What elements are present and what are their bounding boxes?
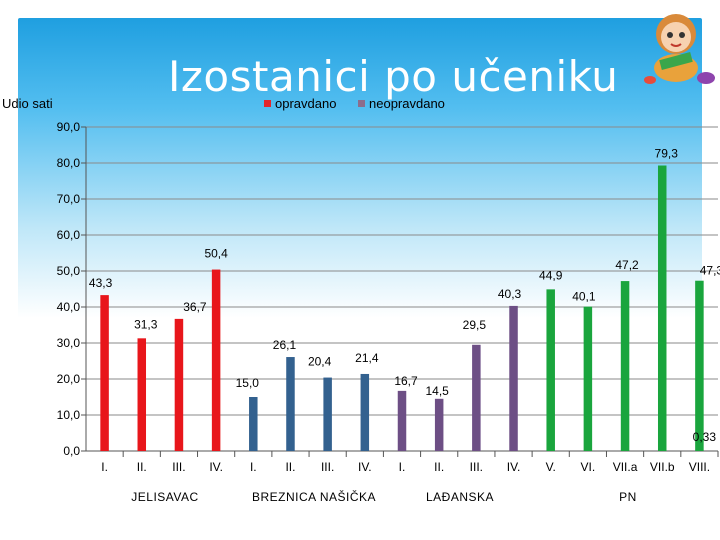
bar (174, 318, 184, 451)
data-label: 50,4 (204, 247, 228, 261)
legend-label: neopravdano (369, 96, 445, 111)
y-tick-label: 70,0 (57, 192, 81, 206)
data-label: 47,2 (615, 258, 639, 272)
y-tick-label: 80,0 (57, 156, 81, 170)
x-tick-label: III. (470, 460, 483, 474)
y-tick-label: 0,0 (63, 444, 80, 458)
data-label: 15,0 (236, 376, 260, 390)
y-tick-label: 60,0 (57, 228, 81, 242)
x-tick-label: I. (250, 460, 257, 474)
bar (323, 377, 332, 451)
y-tick-label: 30,0 (57, 336, 81, 350)
bar (286, 357, 295, 451)
bar (620, 281, 630, 451)
x-tick-label: III. (172, 460, 185, 474)
x-tick-label: V. (546, 460, 556, 474)
bar (472, 344, 481, 451)
bar (100, 295, 109, 451)
bar (583, 306, 593, 451)
group-label-jelisavac: JELISAVAC (131, 490, 199, 504)
data-label: 31,3 (134, 317, 158, 331)
x-tick-label: IV. (358, 460, 372, 474)
legend-item-neopravdano: neopravdano (358, 96, 445, 111)
data-label: 40,1 (572, 290, 596, 304)
data-label: 44,9 (539, 268, 563, 282)
x-tick-label: II. (434, 460, 444, 474)
x-tick-label: I. (101, 460, 108, 474)
data-label: 16,7 (394, 374, 418, 388)
group-label-pn: PN (619, 490, 637, 504)
x-tick-label: II. (137, 460, 147, 474)
y-tick-label: 20,0 (57, 372, 81, 386)
legend-swatch-icon (264, 100, 271, 107)
legend-swatch-icon (358, 100, 365, 107)
header-banner (18, 18, 702, 318)
bar (397, 390, 407, 451)
bar (249, 397, 258, 451)
x-tick-label: IV. (507, 460, 521, 474)
y-tick-label: 50,0 (57, 264, 81, 278)
y-tick-label: 10,0 (57, 408, 81, 422)
x-tick-label: II. (285, 460, 295, 474)
legend-label: opravdano (275, 96, 337, 111)
group-label-breznica: BREZNICA NAŠIČKA (251, 490, 377, 504)
x-tick-label: VI. (581, 460, 596, 474)
bar (657, 165, 667, 451)
data-label: 36,7 (183, 300, 207, 314)
data-label: 29,5 (463, 318, 487, 332)
x-tick-label: III. (321, 460, 334, 474)
bar (360, 373, 370, 451)
data-label: 21,4 (355, 351, 379, 365)
bar (434, 398, 444, 451)
data-label: 47,3 (700, 264, 720, 278)
y-axis-label: Udio sati (2, 96, 53, 111)
data-label: 79,3 (655, 147, 679, 161)
y-tick-label: 40,0 (57, 300, 81, 314)
bar (211, 269, 221, 451)
group-label-ladanska: LAĐANSKA (425, 490, 495, 504)
mascot-icon (634, 4, 720, 90)
x-tick-label: I. (399, 460, 406, 474)
data-label: 26,1 (273, 338, 297, 352)
x-tick-label: VII.a (613, 460, 638, 474)
bar (695, 280, 704, 451)
page-title: Izostanici po učeniku (168, 52, 619, 101)
x-tick-label: IV. (209, 460, 223, 474)
bar (546, 289, 555, 451)
data-label: 14,5 (425, 384, 449, 398)
x-tick-label: VII.b (650, 460, 675, 474)
extra-data-label: 0,33 (693, 430, 717, 444)
data-label: 20,4 (308, 355, 332, 369)
data-label: 43,3 (89, 276, 113, 290)
bar (509, 305, 518, 451)
bar (137, 338, 147, 451)
x-tick-label: VIII. (689, 460, 710, 474)
legend-item-opravdano: opravdano (264, 96, 336, 111)
data-label: 40,3 (498, 287, 522, 301)
y-tick-label: 90,0 (57, 120, 81, 134)
